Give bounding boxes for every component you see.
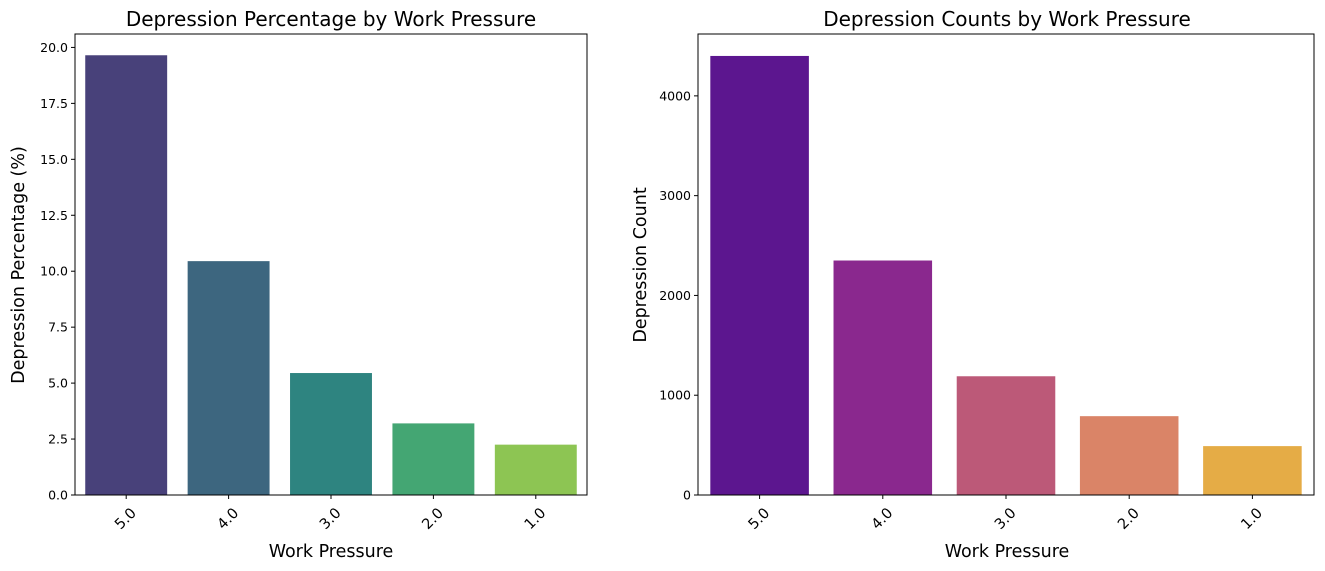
bar-4.0 [833,260,933,495]
y-axis-label: Depression Percentage (%) [9,146,29,384]
x-tick-label: 1.0 [522,505,550,533]
y-tick-label: 17.5 [40,96,68,111]
bar-2.0 [1079,416,1179,495]
x-axis-label: Work Pressure [945,542,1070,562]
bar-4.0 [187,261,270,495]
y-tick-label: 20.0 [40,40,68,55]
chart-counts: Depression Counts by Work Pressure Work … [631,7,1315,562]
x-tick-label: 5.0 [112,505,140,533]
x-axis-label: Work Pressure [269,542,394,562]
y-tick-label: 5.0 [48,376,68,391]
y-tick-label: 3000 [659,188,691,203]
bar-5.0 [710,55,809,495]
x-tick-label: 4.0 [215,505,243,533]
chart-title: Depression Percentage by Work Pressure [126,7,536,31]
y-tick-label: 7.5 [48,320,68,335]
x-tick-label: 4.0 [869,505,897,533]
y-tick-label: 0 [683,488,691,503]
y-tick-label: 1000 [659,388,691,403]
x-tick-label: 5.0 [746,505,774,533]
x-tick-label: 1.0 [1238,505,1266,533]
bar-1.0 [1203,446,1302,495]
bar-5.0 [85,55,168,495]
x-tick-label: 2.0 [419,505,447,533]
x-tick-label: 3.0 [317,505,345,533]
y-tick-label: 2000 [659,288,691,303]
bar-3.0 [290,373,372,495]
bar-2.0 [392,423,475,495]
x-tick-label: 2.0 [1115,505,1143,533]
bar-3.0 [956,376,1056,495]
chart-title: Depression Counts by Work Pressure [823,7,1191,31]
y-tick-label: 4000 [659,88,691,103]
y-axis-label: Depression Count [631,187,651,342]
y-tick-label: 0.0 [48,488,68,503]
y-tick-label: 12.5 [40,208,68,223]
x-tick-label: 3.0 [992,505,1020,533]
y-tick-label: 10.0 [40,264,68,279]
y-tick-label: 15.0 [40,152,68,167]
bar-1.0 [494,444,577,495]
chart-percentage: Depression Percentage by Work Pressure W… [9,7,588,562]
y-tick-label: 2.5 [48,432,68,447]
